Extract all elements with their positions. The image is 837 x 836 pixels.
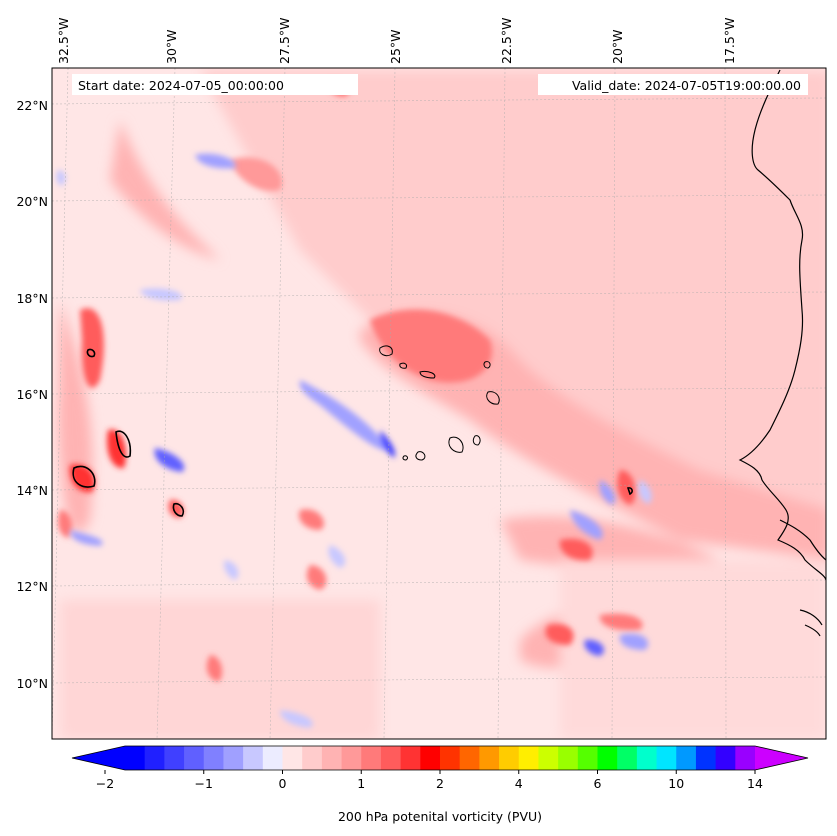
colorbar-segment xyxy=(479,746,500,770)
colorbar-segment xyxy=(341,746,362,770)
lat-label-18: 18°N xyxy=(16,291,48,306)
colorbar-segment xyxy=(735,746,756,770)
colorbar-segment xyxy=(243,746,264,770)
start-date-box xyxy=(72,74,358,95)
colorbar-segment xyxy=(617,746,638,770)
colorbar-segment xyxy=(164,746,185,770)
colorbar-segment xyxy=(538,746,559,770)
colorbar-segment xyxy=(558,746,579,770)
colorbar-tick-label: 0 xyxy=(279,776,287,791)
longitude-labels: 32.5°W 30°W 27.5°W 25°W 22.5°W 20°W 17.5… xyxy=(56,18,737,64)
colorbar-tick-label: 1 xyxy=(357,776,365,791)
colorbar-segment xyxy=(302,746,323,770)
lat-label-10: 10°N xyxy=(16,676,48,691)
lon-label-25: 25°W xyxy=(388,29,403,64)
colorbar-tick-label: 10 xyxy=(668,776,684,791)
lon-label-17.5: 17.5°W xyxy=(722,18,737,64)
colorbar-segment xyxy=(499,746,520,770)
colorbar-segment xyxy=(223,746,244,770)
colorbar-segment xyxy=(577,746,598,770)
lon-label-22.5: 22.5°W xyxy=(499,18,514,64)
colorbar-tick-label: −1 xyxy=(195,776,213,791)
colorbar-segment xyxy=(459,746,480,770)
lon-label-27.5: 27.5°W xyxy=(277,18,292,64)
header-box: Start date: 2024-07-05_00:00:00 Valid_da… xyxy=(72,74,808,95)
colorbar-segment xyxy=(144,746,165,770)
lat-label-16: 16°N xyxy=(16,387,48,402)
colorbar-segment xyxy=(184,746,205,770)
colorbar-tick-label: 2 xyxy=(436,776,444,791)
map-panel[interactable]: Start date: 2024-07-05_00:00:00 Valid_da… xyxy=(52,68,830,739)
colorbar-segment xyxy=(715,746,736,770)
colorbar-segment xyxy=(203,746,224,770)
lat-label-14: 14°N xyxy=(16,483,48,498)
colorbar-segment xyxy=(636,746,658,770)
colorbar-outline xyxy=(71,745,809,771)
pv-field-negative xyxy=(56,153,652,728)
colorbar-tick-label: 6 xyxy=(594,776,602,791)
pv-contours xyxy=(72,348,633,517)
colorbar: −2 −1 0 1 2 4 6 10 14 xyxy=(71,745,809,791)
colorbar-label: 200 hPa potenital vorticity (PVU) xyxy=(338,809,542,824)
valid-date-label: Valid_date: 2024-07-05T19:00:00.00 xyxy=(572,78,801,93)
colorbar-tick-label: 4 xyxy=(515,776,523,791)
colorbar-tick-label: 14 xyxy=(747,776,763,791)
colorbar-segment xyxy=(380,746,402,770)
coastline-africa xyxy=(738,69,826,637)
colorbar-segment xyxy=(597,746,618,770)
colorbar-segment xyxy=(361,746,382,770)
latitude-labels: 22°N 20°N 18°N 16°N 14°N 12°N 10°N xyxy=(16,98,48,691)
lat-label-22: 22°N xyxy=(16,98,48,113)
lon-label-30: 30°W xyxy=(164,29,179,64)
pv-field-broad xyxy=(58,70,826,739)
colorbar-segment xyxy=(125,746,146,770)
cabo-verde-islands xyxy=(379,345,500,461)
start-date-label: Start date: 2024-07-05_00:00:00 xyxy=(78,78,284,93)
lon-label-20: 20°W xyxy=(610,29,625,64)
lon-label-32.5: 32.5°W xyxy=(56,18,71,64)
colorbar-segment xyxy=(420,746,441,770)
colorbar-extend-max xyxy=(755,746,808,770)
valid-date-box xyxy=(538,74,808,95)
colorbar-segment xyxy=(262,746,283,770)
colorbar-tick-label: −2 xyxy=(96,776,114,791)
lat-label-12: 12°N xyxy=(16,579,48,594)
colorbar-segment xyxy=(656,746,677,770)
colorbar-segment xyxy=(321,746,343,770)
colorbar-segment xyxy=(518,746,539,770)
colorbar-segment xyxy=(400,746,421,770)
colorbar-extend-min xyxy=(72,746,125,770)
lat-label-20: 20°N xyxy=(16,194,48,209)
colorbar-segment xyxy=(440,746,461,770)
colorbar-segment xyxy=(282,746,303,770)
colorbar-segment xyxy=(695,746,717,770)
colorbar-segment xyxy=(676,746,697,770)
map-frame xyxy=(51,67,827,740)
